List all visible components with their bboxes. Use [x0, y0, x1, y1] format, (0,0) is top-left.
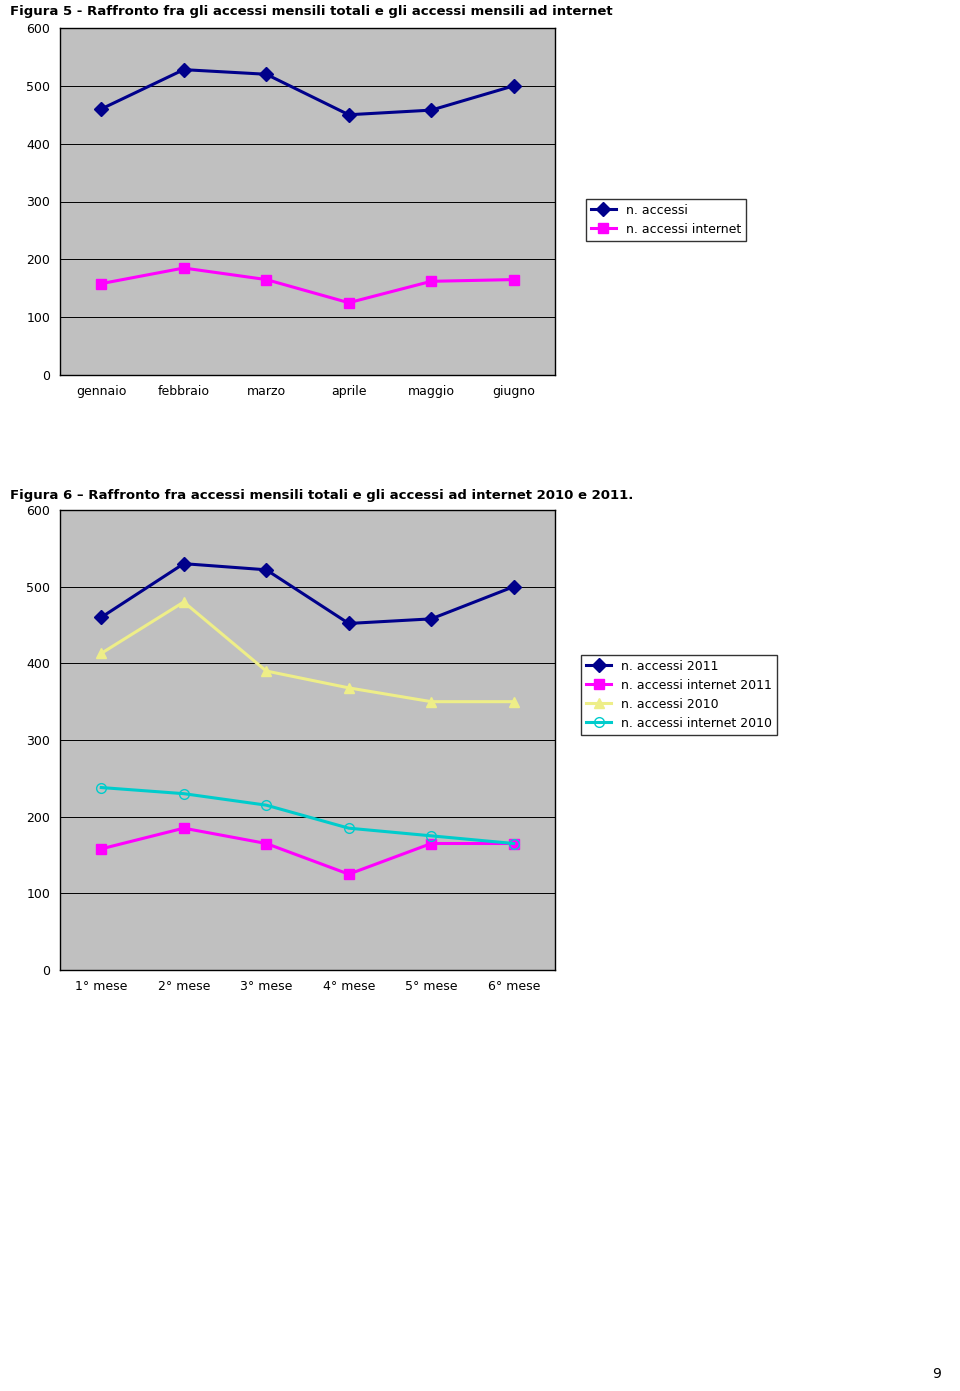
n. accessi internet 2011: [425, 835, 437, 851]
n. accessi internet: [178, 260, 189, 277]
n. accessi: [508, 78, 519, 95]
n. accessi internet: [95, 275, 107, 292]
n. accessi internet 2011: [508, 835, 519, 851]
n. accessi 2010: [260, 662, 272, 679]
n. accessi 2011: [178, 555, 189, 572]
n. accessi 2011: [425, 611, 437, 627]
Line: n. accessi: n. accessi: [96, 65, 518, 120]
Legend: n. accessi 2011, n. accessi internet 2011, n. accessi 2010, n. accessi internet : n. accessi 2011, n. accessi internet 201…: [581, 655, 777, 736]
Text: 9: 9: [932, 1366, 941, 1381]
n. accessi: [343, 106, 354, 122]
n. accessi internet 2011: [178, 819, 189, 836]
n. accessi internet: [425, 273, 437, 289]
n. accessi internet: [260, 271, 272, 288]
n. accessi internet 2011: [343, 865, 354, 882]
n. accessi: [425, 102, 437, 118]
n. accessi 2011: [508, 579, 519, 595]
n. accessi internet 2010: [95, 779, 107, 796]
n. accessi internet 2010: [343, 819, 354, 836]
n. accessi 2011: [260, 562, 272, 579]
Line: n. accessi 2011: n. accessi 2011: [96, 559, 518, 629]
Line: n. accessi 2010: n. accessi 2010: [96, 597, 518, 707]
Line: n. accessi internet 2010: n. accessi internet 2010: [96, 783, 518, 849]
n. accessi 2010: [95, 645, 107, 662]
n. accessi 2011: [95, 609, 107, 626]
n. accessi 2010: [343, 680, 354, 697]
n. accessi internet 2010: [425, 828, 437, 844]
n. accessi internet 2010: [260, 797, 272, 814]
Legend: n. accessi, n. accessi internet: n. accessi, n. accessi internet: [586, 199, 746, 241]
n. accessi 2010: [425, 693, 437, 709]
Line: n. accessi internet: n. accessi internet: [96, 263, 518, 307]
n. accessi: [95, 100, 107, 117]
Text: Figura 5 - Raffronto fra gli accessi mensili totali e gli accessi mensili ad int: Figura 5 - Raffronto fra gli accessi men…: [10, 6, 612, 18]
n. accessi: [178, 61, 189, 78]
n. accessi 2011: [343, 615, 354, 632]
n. accessi internet: [508, 271, 519, 288]
n. accessi internet 2011: [260, 835, 272, 851]
n. accessi 2010: [178, 594, 189, 611]
n. accessi internet: [343, 295, 354, 312]
Text: Figura 6 – Raffronto fra accessi mensili totali e gli accessi ad internet 2010 e: Figura 6 – Raffronto fra accessi mensili…: [10, 490, 634, 502]
n. accessi: [260, 65, 272, 82]
n. accessi internet 2010: [508, 835, 519, 851]
n. accessi internet 2010: [178, 786, 189, 803]
n. accessi 2010: [508, 693, 519, 709]
n. accessi internet 2011: [95, 840, 107, 857]
Line: n. accessi internet 2011: n. accessi internet 2011: [96, 823, 518, 879]
